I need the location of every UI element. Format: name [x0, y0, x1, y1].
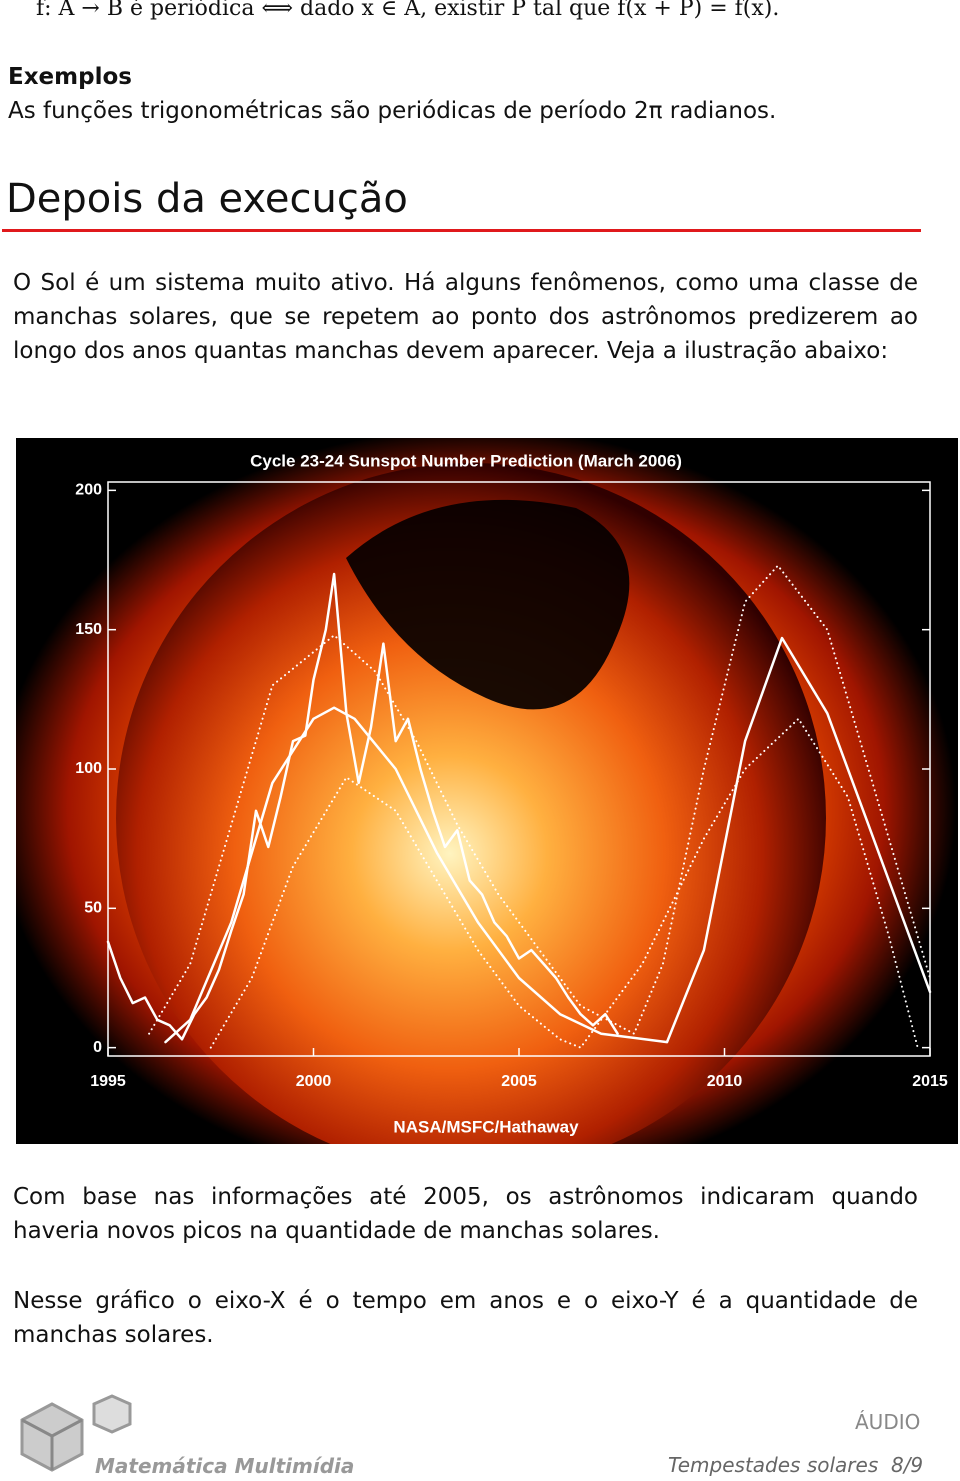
x-tick-label: 2000: [296, 1073, 332, 1090]
y-tick-label: 50: [84, 900, 102, 917]
series-line: [164, 636, 932, 1044]
y-tick-label: 200: [75, 482, 102, 499]
definition: f: A → B é periódica ⟺ dado x ∈ A, exist…: [36, 0, 780, 21]
title-rule: [2, 229, 921, 232]
paragraph: Nesse gráfico o eixo-X é o tempo em anos…: [13, 1288, 918, 1348]
series-line: [209, 717, 919, 1049]
examples-text: As funções trigonométricas são periódica…: [8, 98, 777, 124]
chart: Cycle 23-24 Sunspot Number Prediction (M…: [16, 438, 958, 1144]
x-tick-label: 2010: [707, 1073, 743, 1090]
chart-title: Cycle 23-24 Sunspot Number Prediction (M…: [250, 451, 682, 470]
x-tick-label: 2015: [912, 1073, 948, 1090]
examples-heading: Exemplos: [8, 64, 132, 90]
logo: [20, 1394, 132, 1472]
footer-title: Tempestades solares 8/9: [668, 1453, 923, 1477]
paragraph: O Sol é um sistema muito ativo. Há algun…: [13, 270, 918, 364]
section-title: Depois da execução: [6, 176, 408, 222]
series-line: [106, 572, 619, 1041]
sun: [116, 463, 826, 1144]
brand: Matemática Multimídia: [95, 1454, 355, 1478]
chart-credit: NASA/MSFC/Hathaway: [393, 1117, 579, 1136]
x-tick-label: 2005: [501, 1073, 537, 1090]
y-tick-label: 100: [75, 760, 102, 777]
y-tick-label: 150: [75, 621, 102, 638]
paragraph: Com base nas informações até 2005, os as…: [13, 1184, 918, 1244]
coronal-hole: [346, 499, 630, 710]
y-tick-label: 0: [93, 1039, 102, 1056]
x-tick-label: 1995: [90, 1073, 126, 1090]
media-label: ÁUDIO: [855, 1410, 921, 1434]
doc-title: Tempestades solares: [668, 1453, 879, 1477]
page-number: 8/9: [890, 1453, 924, 1477]
